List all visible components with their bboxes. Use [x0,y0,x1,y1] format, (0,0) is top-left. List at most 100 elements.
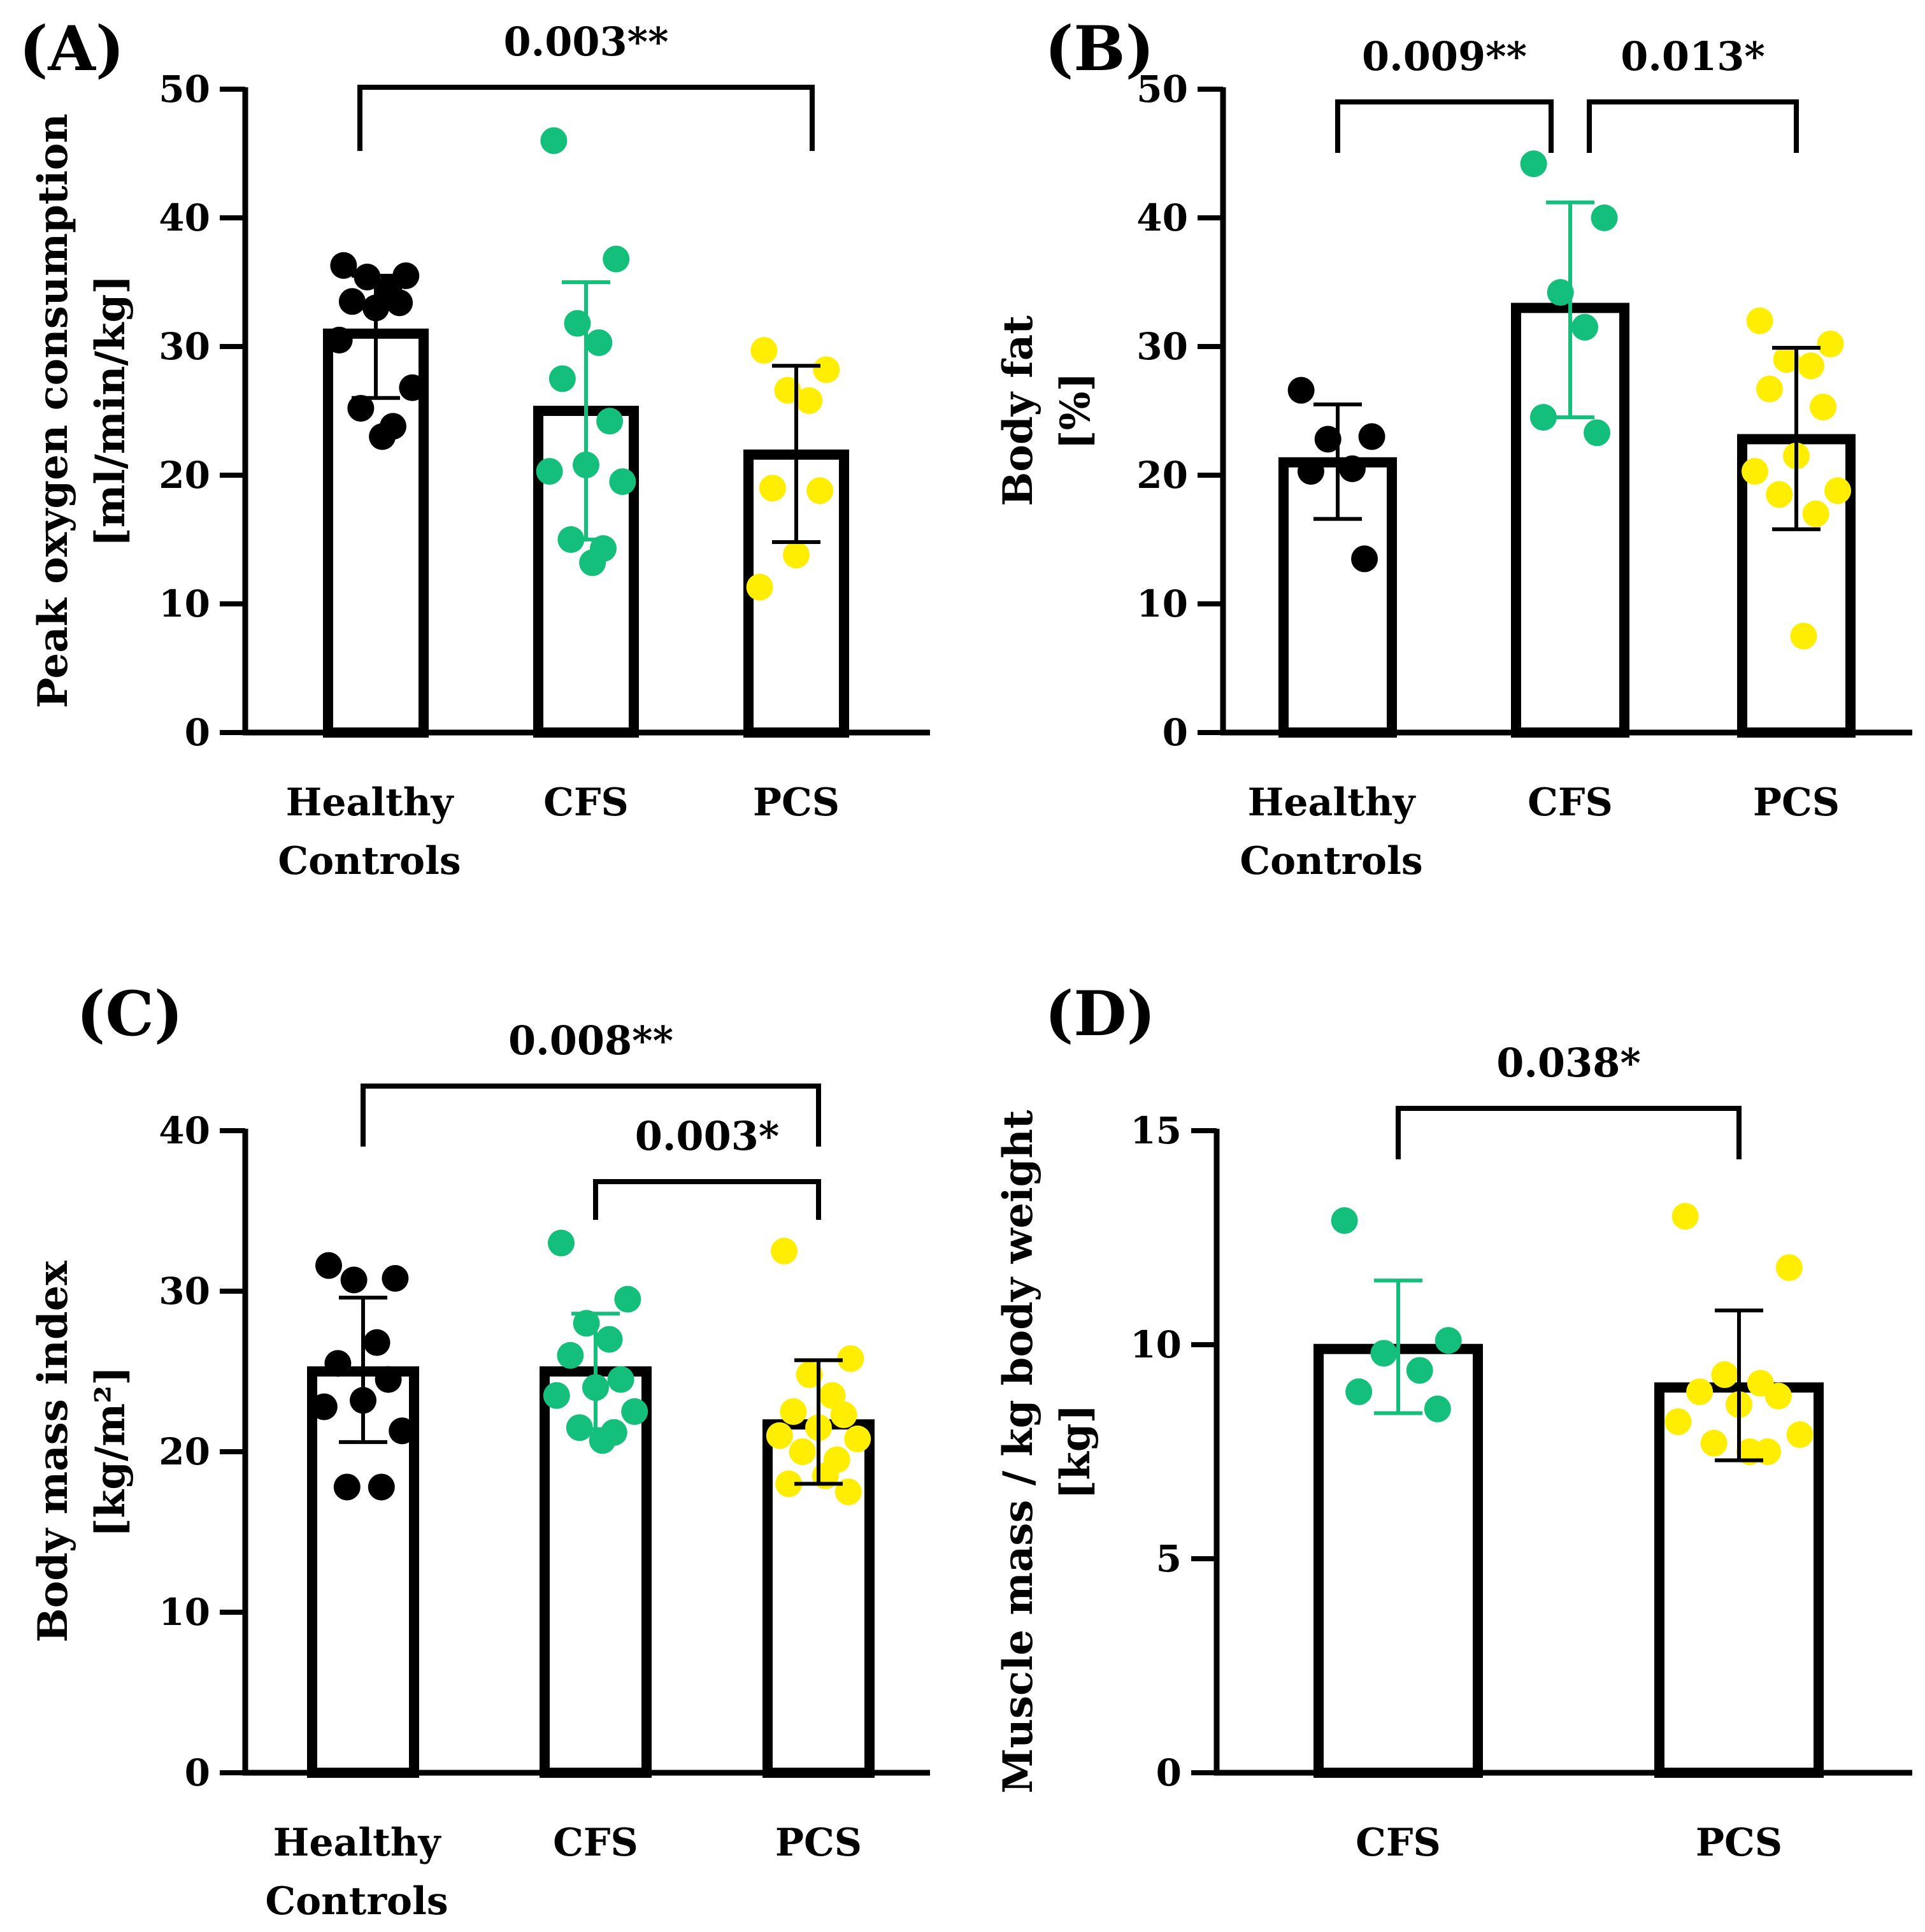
data-point [369,423,396,450]
data-point [1756,375,1783,403]
data-point [368,1473,395,1501]
data-point [596,1326,623,1353]
y-tick-label: 15 [1130,1109,1182,1152]
panel-1: (A) Peak oxygen consumption [ml/min/kg] 0 10… [19,13,930,884]
data-point [830,1401,857,1429]
data-point [1314,426,1342,453]
panel-label: (D) [1045,978,1156,1050]
data-point [806,477,834,504]
significance-bracket [593,1179,821,1220]
significance-bracket [361,1084,821,1147]
data-point [759,475,786,502]
y-tick-label: 30 [1136,325,1188,368]
data-point [1571,313,1598,341]
data-point [347,394,375,422]
data-point [1664,1408,1692,1435]
data-point [1700,1429,1728,1457]
x-category-label: CFS [553,1821,638,1865]
data-point [1338,455,1366,482]
y-axis-title: Body fat [994,315,1042,506]
significance-label: 0.008** [508,1017,673,1064]
data-point [1287,376,1315,404]
x-category-label: CFS [1528,780,1613,825]
data-point [596,408,624,435]
data-point [1741,457,1768,485]
significance-label: 0.003* [635,1113,780,1159]
x-category-label: PCS [753,780,840,825]
data-point [796,387,823,414]
data-point [330,252,357,279]
significance-label: 0.013* [1621,33,1765,80]
y-axis-title: Body mass index [29,1261,77,1643]
significance-bracket [357,85,815,151]
panel-label: (B) [1045,13,1154,85]
data-point [1802,500,1829,527]
significance-bracket [1335,99,1554,153]
data-point [796,1361,823,1389]
panel-label: (A) [19,13,124,85]
x-category-label: Controls [265,1879,448,1924]
data-point [338,288,366,315]
data-point [783,541,810,569]
data-point [1547,279,1574,306]
data-point [548,365,576,392]
y-axis-unit: [kg/m²] [87,1366,134,1538]
y-axis-unit: [kg] [1052,1404,1099,1499]
y-tick-label: 10 [159,1591,210,1634]
data-point [1797,352,1824,380]
y-tick-label: 0 [185,1751,210,1794]
data-point [540,127,568,154]
data-point [775,1470,803,1498]
data-point [536,457,563,485]
data-point [750,337,778,364]
significance-label: 0.003** [504,18,669,65]
data-point [326,326,353,354]
data-point [621,1398,648,1425]
x-category-label: PCS [1753,780,1840,825]
y-tick-label: 0 [1156,1751,1182,1794]
data-point [363,1329,390,1356]
data-point [766,1422,793,1449]
data-point [1773,346,1800,373]
data-point [1424,1395,1451,1422]
y-tick-label: 50 [1136,68,1188,111]
data-point [1370,1340,1398,1367]
y-tick-label: 30 [159,325,210,368]
data-point [771,1238,798,1264]
data-point [1711,1361,1738,1389]
panel-label: (C) [76,978,183,1050]
data-point [1790,622,1817,650]
data-point [844,1425,871,1452]
y-tick-label: 20 [159,454,210,497]
y-tick-label: 0 [1163,711,1188,754]
data-point [1584,419,1611,447]
data-point [614,1285,641,1313]
x-category-label: Healthy [286,780,455,825]
data-point [780,1398,807,1425]
data-point [1764,1382,1792,1410]
data-point [399,374,426,401]
data-point [819,1382,846,1409]
data-point [1351,545,1378,573]
data-point [1529,404,1557,431]
data-point [315,1252,342,1279]
data-point [1786,1421,1814,1449]
y-tick-label: 10 [1136,582,1188,626]
data-point [579,549,606,576]
significance-bracket [1587,99,1799,153]
y-axis-unit: [ml/min/kg] [87,275,134,547]
y-axis-title: Peak oxygen consumption [29,113,77,708]
significance-bracket [1396,1106,1742,1159]
data-point [1331,1207,1358,1234]
y-tick-label: 40 [159,1109,210,1152]
y-tick-label: 40 [1136,196,1188,240]
x-category-label: CFS [1356,1821,1441,1865]
x-category-label: Controls [1240,839,1422,884]
data-point [573,1310,600,1337]
data-point [1358,423,1385,450]
data-point [1775,1254,1803,1282]
data-point [1817,330,1844,357]
data-point [340,1266,368,1294]
data-point [389,1417,416,1445]
